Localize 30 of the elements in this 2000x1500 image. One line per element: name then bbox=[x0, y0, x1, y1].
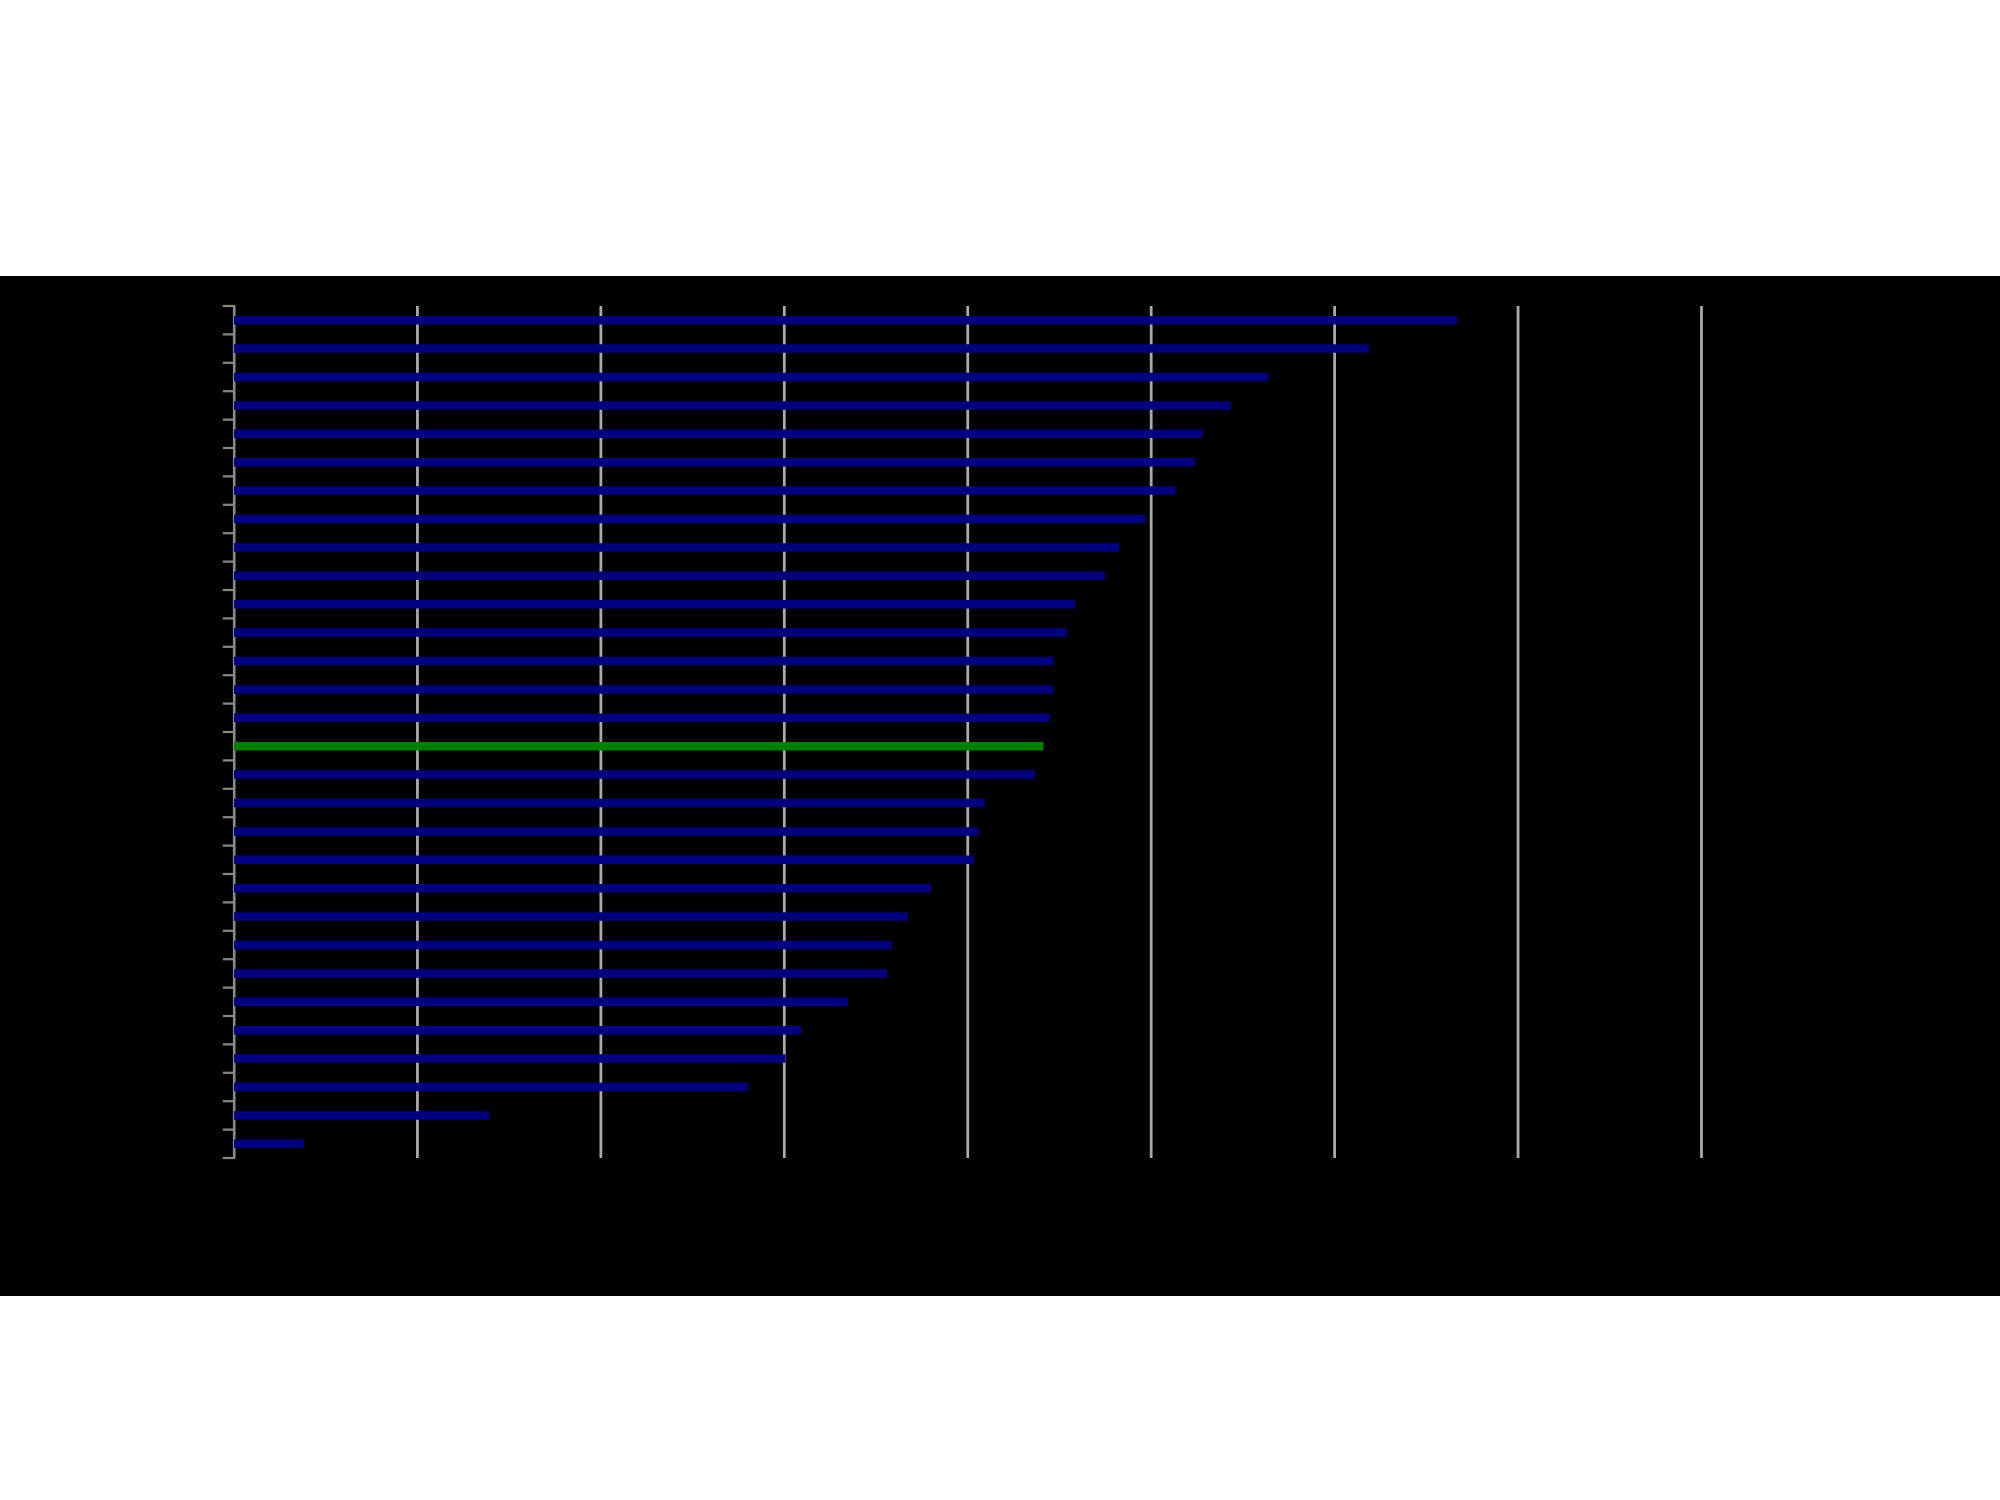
bar bbox=[234, 855, 974, 865]
bar bbox=[234, 486, 1176, 495]
bar bbox=[234, 599, 1076, 609]
bar bbox=[234, 770, 1035, 779]
bar bbox=[234, 912, 908, 921]
bar bbox=[234, 798, 985, 808]
bar bbox=[234, 1082, 748, 1092]
bar bbox=[234, 628, 1067, 637]
bar bbox=[234, 741, 1044, 751]
bar bbox=[234, 543, 1120, 552]
bar bbox=[234, 685, 1054, 694]
bar bbox=[234, 344, 1369, 353]
bar bbox=[234, 656, 1054, 666]
bar bbox=[234, 571, 1105, 581]
bar bbox=[234, 713, 1050, 723]
bar bbox=[234, 401, 1231, 410]
bar bbox=[234, 315, 1457, 325]
bar bbox=[234, 429, 1203, 439]
bar bbox=[234, 883, 932, 893]
bar bbox=[234, 969, 888, 978]
bar bbox=[234, 514, 1146, 524]
bar bbox=[234, 1111, 490, 1120]
bar bbox=[234, 1139, 304, 1149]
bar bbox=[234, 827, 979, 836]
bar bbox=[234, 1054, 786, 1063]
bar bbox=[234, 372, 1269, 382]
bar bbox=[234, 1025, 802, 1035]
bar bbox=[234, 997, 848, 1007]
bar bbox=[234, 457, 1196, 467]
bar bbox=[234, 940, 892, 950]
